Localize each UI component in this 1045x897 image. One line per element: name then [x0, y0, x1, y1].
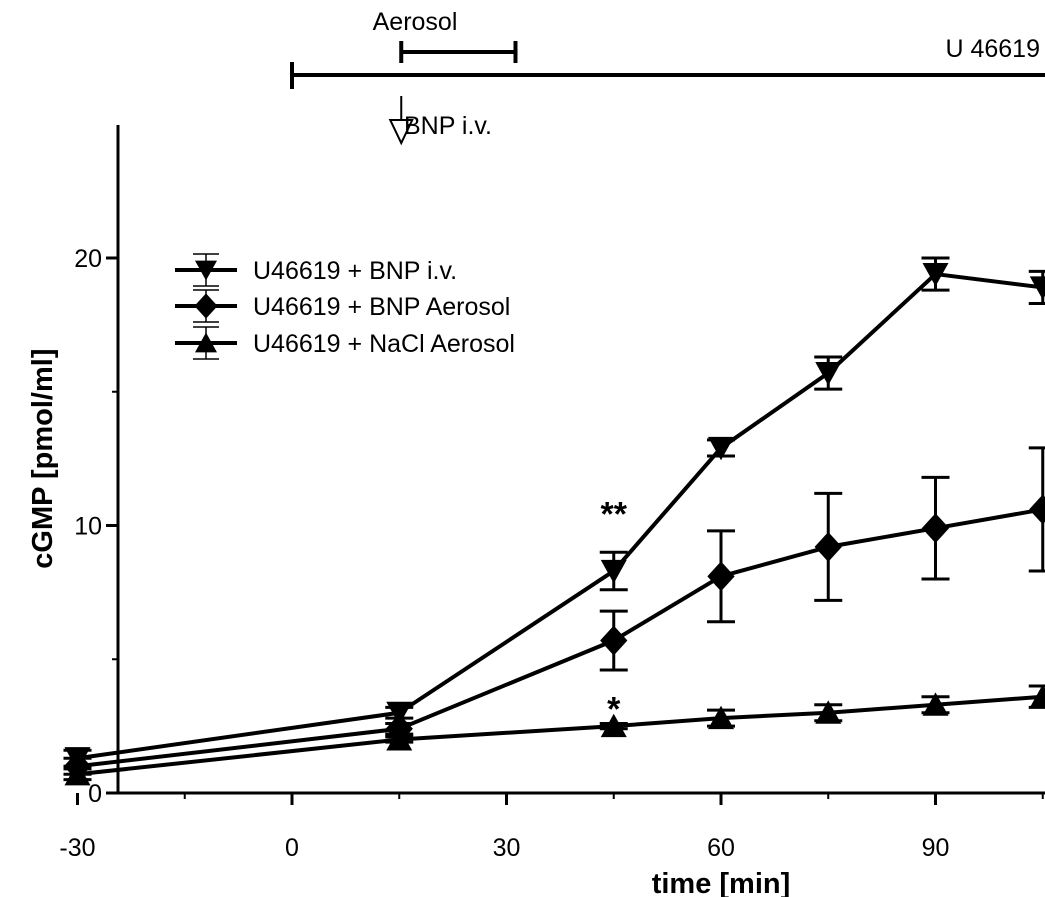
legend-label: U46619 + BNP i.v.	[253, 257, 457, 285]
diamond-marker	[600, 625, 628, 656]
diamond-marker	[921, 513, 950, 544]
x-axis-title: time [min]	[652, 868, 791, 897]
diamond-marker	[707, 561, 735, 592]
legend-label: U46619 + BNP Aerosol	[253, 293, 510, 321]
x-axis-ticks: -300306090120150	[59, 793, 1044, 862]
y-tick-label: 20	[74, 245, 102, 273]
significance-star: **	[601, 495, 628, 533]
triangle-down-marker	[815, 361, 842, 386]
y-axis-ticks: 0 10 20	[74, 245, 118, 808]
bnp-iv-label: BNP i.v.	[404, 112, 492, 140]
triangle-up-marker	[708, 705, 734, 730]
aerosol-label: Aerosol	[373, 8, 458, 36]
triangle-down-marker	[922, 263, 949, 287]
triangle-up-marker	[195, 332, 217, 353]
triangle-up-marker	[1029, 684, 1045, 708]
series-2	[63, 446, 1045, 782]
y-tick-label: 10	[74, 513, 102, 541]
diamond-marker	[814, 531, 842, 562]
x-tick-label: 30	[493, 834, 521, 862]
legend-entry-1: U46619 + BNP i.v.	[175, 253, 457, 287]
significance-annotations: ******	[601, 495, 628, 729]
significance-star: *	[607, 691, 621, 729]
diamond-marker	[1029, 494, 1045, 525]
legend-entry-2: U46619 + BNP Aerosol	[175, 289, 510, 323]
x-tick-label: -30	[59, 834, 95, 862]
triangle-up-marker	[922, 692, 949, 716]
legend-entry-3: U46619 + NaCl Aerosol	[175, 326, 515, 360]
triangle-up-marker	[600, 713, 627, 738]
plot-area	[63, 256, 1045, 786]
triangle-down-marker	[708, 436, 734, 461]
u46619-label: U 46619	[945, 35, 1040, 63]
legend: U46619 + BNP i.v. U46619 + BNP Aerosol U46…	[175, 253, 515, 360]
triangle-down-marker	[1029, 276, 1045, 300]
triangle-down-marker	[600, 559, 627, 584]
y-axis-title: cGMP [pmol/ml]	[27, 349, 59, 569]
series-3	[63, 684, 1045, 786]
triangle-up-marker	[386, 727, 413, 751]
triangle-up-marker	[815, 700, 842, 724]
series-line	[77, 272, 1045, 761]
legend-label: U46619 + NaCl Aerosol	[253, 330, 515, 358]
x-tick-label: 90	[922, 834, 950, 862]
triangle-down-marker	[195, 260, 217, 281]
diamond-marker	[194, 293, 218, 319]
series-line	[77, 694, 1045, 777]
treatment-annotations: U 46619 Aerosol BNP i.v.	[290, 8, 1045, 146]
x-tick-label: 0	[285, 834, 299, 862]
triangle-down-marker	[386, 701, 413, 726]
series-line	[77, 507, 1045, 769]
bnp-iv-arrow-icon	[388, 119, 414, 146]
x-tick-label: 60	[707, 834, 735, 862]
series-1	[63, 256, 1045, 771]
y-tick-label: 0	[88, 780, 102, 808]
triangle-up-marker	[64, 761, 91, 786]
